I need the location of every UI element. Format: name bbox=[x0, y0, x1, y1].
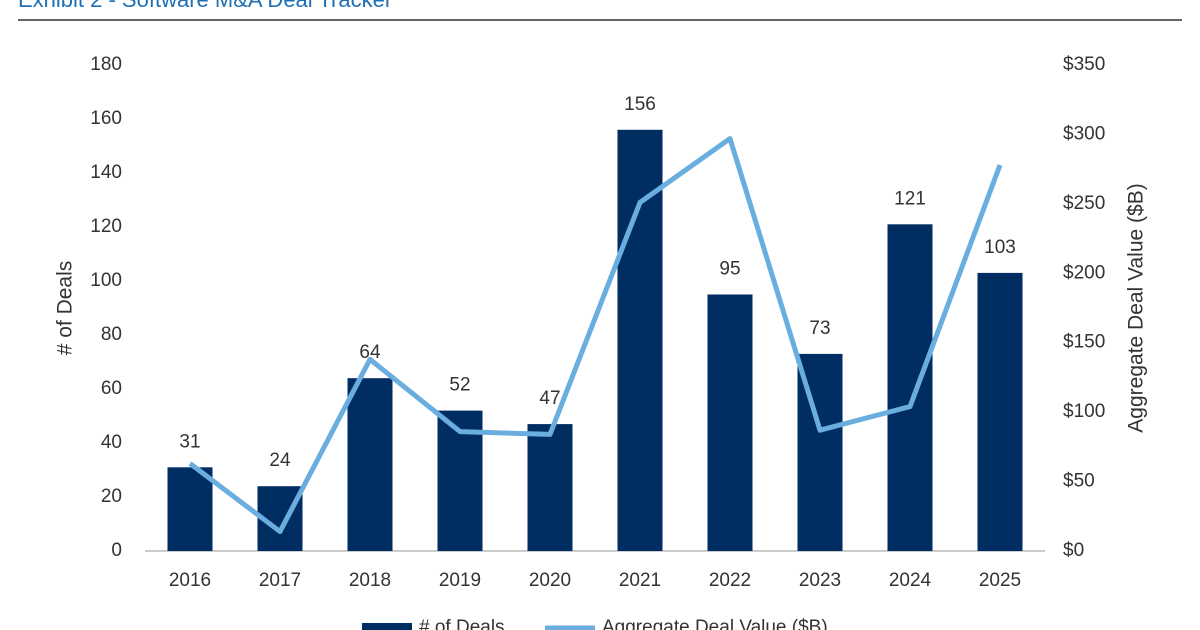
x-tick-label: 2022 bbox=[709, 570, 751, 591]
y2-tick-label: $50 bbox=[1063, 471, 1095, 492]
x-tick-label: 2019 bbox=[439, 570, 481, 591]
bar bbox=[707, 294, 753, 551]
y-tick-label: 100 bbox=[90, 270, 122, 291]
data-label: 73 bbox=[809, 318, 830, 339]
y-tick-label: 0 bbox=[111, 540, 122, 561]
y-tick-label: 160 bbox=[90, 108, 122, 129]
x-tick-label: 2018 bbox=[349, 570, 391, 591]
y-tick-label: 120 bbox=[90, 216, 122, 237]
y2-tick-label: $100 bbox=[1063, 401, 1105, 422]
data-label: 156 bbox=[624, 94, 656, 115]
data-label: 64 bbox=[359, 342, 381, 363]
y2-tick-label: $350 bbox=[1063, 54, 1105, 75]
data-label: 47 bbox=[539, 388, 560, 409]
x-tick-label: 2024 bbox=[889, 570, 932, 591]
y-axis-label: # of Deals bbox=[54, 261, 77, 356]
x-tick-label: 2016 bbox=[169, 570, 211, 591]
data-label: 95 bbox=[719, 259, 740, 280]
data-label: 121 bbox=[894, 188, 926, 209]
legend-label: Aggregate Deal Value ($B) bbox=[602, 617, 828, 630]
y2-axis-label: Aggregate Deal Value ($B) bbox=[1125, 183, 1148, 432]
legend-label: # of Deals bbox=[419, 617, 505, 630]
x-tick-label: 2020 bbox=[529, 570, 571, 591]
bar bbox=[527, 424, 573, 551]
x-tick-label: 2021 bbox=[619, 570, 661, 591]
chart-title: Exhibit 2 - Software M&A Deal Tracker bbox=[18, 0, 392, 12]
bar bbox=[977, 272, 1023, 551]
data-label: 52 bbox=[449, 375, 470, 396]
y-tick-label: 180 bbox=[90, 54, 122, 75]
y-tick-label: 60 bbox=[101, 378, 122, 399]
data-label: 103 bbox=[984, 237, 1016, 258]
y-tick-label: 80 bbox=[101, 324, 122, 345]
y-tick-label: 20 bbox=[101, 486, 122, 507]
bar bbox=[887, 224, 933, 552]
x-tick-label: 2017 bbox=[259, 570, 301, 591]
y-tick-label: 140 bbox=[90, 162, 122, 183]
y2-tick-label: $250 bbox=[1063, 193, 1105, 214]
y2-tick-label: $0 bbox=[1063, 540, 1084, 561]
x-tick-label: 2023 bbox=[799, 570, 841, 591]
y-tick-label: 40 bbox=[101, 432, 122, 453]
data-label: 31 bbox=[179, 431, 200, 452]
legend-swatch bbox=[362, 623, 412, 630]
y2-tick-label: $300 bbox=[1063, 123, 1105, 144]
x-tick-label: 2025 bbox=[979, 570, 1021, 591]
data-label: 24 bbox=[269, 450, 291, 471]
bar bbox=[167, 467, 213, 551]
line bbox=[188, 136, 1003, 535]
y2-tick-label: $200 bbox=[1063, 262, 1105, 283]
bar bbox=[347, 378, 393, 551]
y2-tick-label: $150 bbox=[1063, 332, 1105, 353]
